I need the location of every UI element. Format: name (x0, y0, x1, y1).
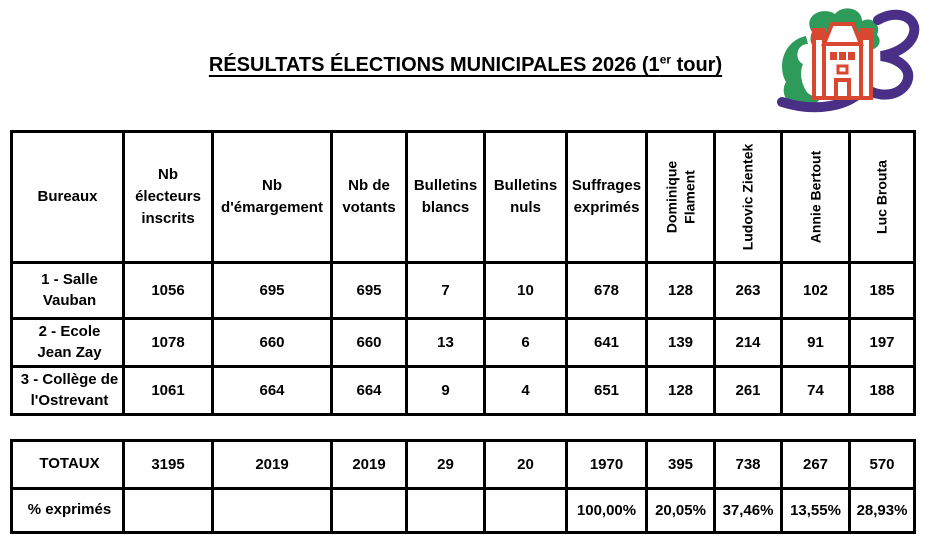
table-cell: 188 (848, 365, 916, 416)
table-cell: 74 (780, 365, 851, 416)
table-cell: 1078 (122, 317, 214, 368)
table-cell: 678 (565, 261, 648, 320)
bureau-label: 2 - Ecole Jean Zay (10, 317, 125, 368)
candidate-header: Luc Brouta (848, 130, 916, 264)
table-cell: 37,46% (713, 487, 783, 534)
header-cell: Bureaux (10, 130, 125, 264)
page-title: RÉSULTATS ÉLECTIONS MUNICIPALES 2026 (1e… (0, 52, 931, 78)
table-cell: 100,00% (565, 487, 648, 534)
table-cell: 2019 (211, 439, 333, 490)
candidate-header: Dominique Flament (645, 130, 716, 264)
table-cell: 13,55% (780, 487, 851, 534)
table-cell: 10 (483, 261, 568, 320)
table-cell: 2019 (330, 439, 408, 490)
table-cell: 695 (211, 261, 333, 320)
table-cell: 267 (780, 439, 851, 490)
table-cell: 28,93% (848, 487, 916, 534)
table-cell: 128 (645, 261, 716, 320)
table-cell: 664 (211, 365, 333, 416)
candidate-name: Ludovic Zientek (739, 143, 756, 251)
totals-label: TOTAUX (10, 439, 125, 490)
table-cell: 641 (565, 317, 648, 368)
title-text: RÉSULTATS ÉLECTIONS MUNICIPALES 2026 (1 (208, 54, 660, 76)
table-cell: 664 (330, 365, 408, 416)
table-cell: 660 (211, 317, 333, 368)
header-cell: Nb de votants (330, 130, 408, 264)
table-cell: 3195 (122, 439, 214, 490)
table-row: 3 - Collège de l'Ostrevant 1061 664 664 … (10, 365, 916, 416)
candidate-name: Dominique Flament (663, 160, 697, 234)
bureau-label: 1 - Salle Vauban (10, 261, 125, 320)
table-row: 1 - Salle Vauban 1056 695 695 7 10 678 1… (10, 261, 916, 320)
header-cell: Nb d'émargement (211, 130, 333, 264)
table-row: 2 - Ecole Jean Zay 1078 660 660 13 6 641… (10, 317, 916, 368)
table-cell: 197 (848, 317, 916, 368)
candidate-name: Luc Brouta (873, 160, 890, 234)
table-cell (211, 487, 333, 534)
percent-row: % exprimés 100,00% 20,05% 37,46% 13,55% … (10, 487, 916, 534)
table-cell: 1061 (122, 365, 214, 416)
table-cell: 695 (330, 261, 408, 320)
header-cell: Nb électeurs inscrits (122, 130, 214, 264)
table-cell: 7 (405, 261, 486, 320)
table-cell: 185 (848, 261, 916, 320)
results-table: Bureaux Nb électeurs inscrits Nb d'émarg… (10, 130, 916, 416)
percent-label: % exprimés (10, 487, 125, 534)
town-logo (772, 4, 926, 118)
title-suffix: tour) (671, 54, 723, 76)
bureau-label: 3 - Collège de l'Ostrevant (10, 365, 125, 416)
table-cell (483, 487, 568, 534)
table-cell: 214 (713, 317, 783, 368)
candidate-header: Annie Bertout (780, 130, 851, 264)
table-cell: 651 (565, 365, 648, 416)
table-cell: 738 (713, 439, 783, 490)
header-cell: Suffrages exprimés (565, 130, 648, 264)
logo-tower-icon (812, 22, 873, 100)
table-cell: 20,05% (645, 487, 716, 534)
candidate-name: Annie Bertout (806, 150, 823, 244)
title-superscript: er (659, 52, 672, 67)
table-cell: 6 (483, 317, 568, 368)
totals-table: TOTAUX 3195 2019 2019 29 20 1970 395 738… (10, 439, 916, 534)
table-cell: 261 (713, 365, 783, 416)
table-cell: 91 (780, 317, 851, 368)
table-cell (405, 487, 486, 534)
table-cell: 102 (780, 261, 851, 320)
table-cell: 1056 (122, 261, 214, 320)
table-cell: 1970 (565, 439, 648, 490)
totals-row: TOTAUX 3195 2019 2019 29 20 1970 395 738… (10, 439, 916, 490)
header-cell: Bulletins blancs (405, 130, 486, 264)
table-cell: 263 (713, 261, 783, 320)
table-cell: 13 (405, 317, 486, 368)
candidate-header: Ludovic Zientek (713, 130, 783, 264)
table-cell: 660 (330, 317, 408, 368)
table-cell: 395 (645, 439, 716, 490)
table-cell: 20 (483, 439, 568, 490)
table-cell: 128 (645, 365, 716, 416)
table-cell (330, 487, 408, 534)
table-cell: 9 (405, 365, 486, 416)
table-cell: 570 (848, 439, 916, 490)
table-cell (122, 487, 214, 534)
table-cell: 4 (483, 365, 568, 416)
header-cell: Bulletins nuls (483, 130, 568, 264)
table-cell: 139 (645, 317, 716, 368)
table-cell: 29 (405, 439, 486, 490)
